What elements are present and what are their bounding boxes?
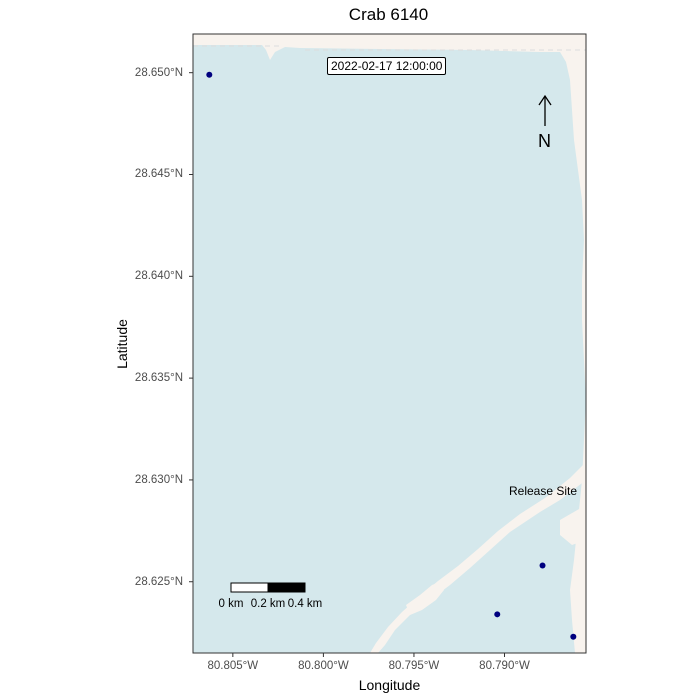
- scale-label-2: 0.4 km: [287, 598, 323, 610]
- land-causeway: [370, 462, 586, 653]
- north-arrow-head: [538, 94, 552, 106]
- scale-bar-black: [267, 582, 306, 593]
- road-dashes: [193, 45, 586, 51]
- y-tick-label-0: 28.650°N: [134, 66, 183, 79]
- land-north: [193, 34, 586, 60]
- water-area: [193, 34, 586, 653]
- scale-label-0: 0 km: [218, 598, 244, 610]
- crab-location-point-0: [206, 71, 213, 78]
- crab-location-point-3: [570, 633, 577, 640]
- release-site-label: Release Site: [509, 484, 578, 498]
- timestamp-label: 2022-02-17 12:00:00: [327, 57, 447, 75]
- y-axis-title: Latitude: [114, 319, 130, 369]
- scale-label-1: 0.2 km: [250, 598, 286, 610]
- scale-bar-white: [230, 582, 269, 593]
- land-east-bump: [560, 505, 586, 545]
- crab-location-point-2: [494, 611, 501, 618]
- x-axis-title: Longitude: [358, 677, 421, 693]
- y-tick-label-1: 28.645°N: [134, 168, 183, 181]
- land-island: [406, 582, 444, 615]
- y-tick-label-4: 28.630°N: [134, 473, 183, 486]
- land-layer: [193, 34, 586, 653]
- panel-border: [192, 33, 587, 654]
- land-east: [560, 34, 586, 653]
- x-tick-label-2: 80.795°W: [388, 660, 440, 672]
- y-tick-label-3: 28.635°N: [134, 372, 183, 385]
- x-tick-label-3: 80.790°W: [479, 660, 530, 672]
- x-tick-label-1: 80.800°W: [298, 660, 349, 672]
- y-tick-label-5: 28.625°N: [134, 575, 183, 588]
- x-tick-label-0: 80.805°W: [207, 660, 259, 672]
- y-tick-label-2: 28.640°N: [134, 270, 183, 283]
- crab-location-point-1: [539, 562, 546, 569]
- chart-title: Crab 6140: [348, 5, 429, 24]
- north-arrow-label: N: [538, 131, 551, 151]
